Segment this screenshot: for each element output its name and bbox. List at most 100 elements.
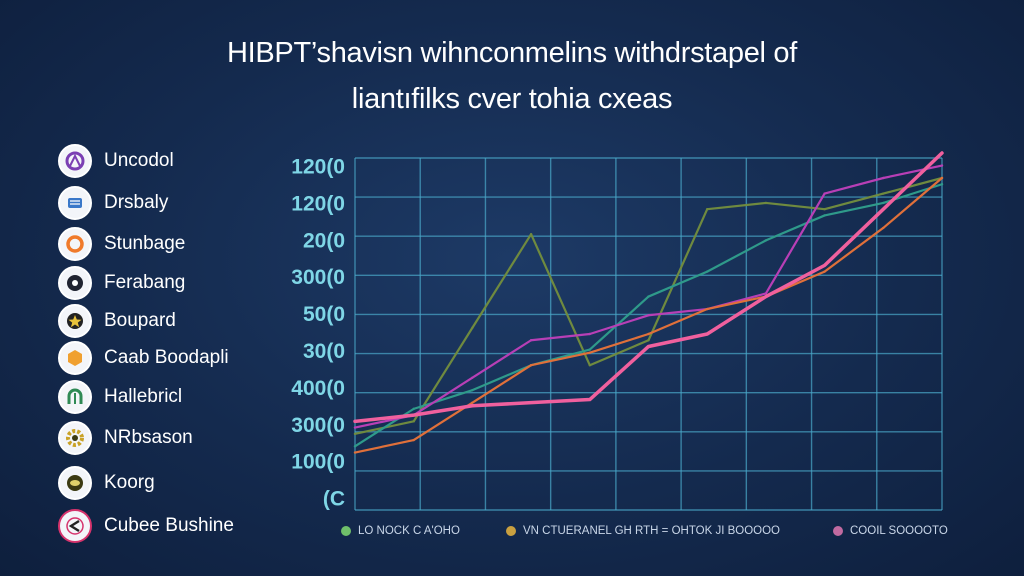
sidebar-legend-label: Cubee Bushine: [104, 515, 234, 536]
sidebar-legend-item: Drsbaly: [58, 185, 168, 221]
sidebar-legend-label: Hallebricl: [104, 386, 183, 407]
gold-gear-icon: [58, 421, 92, 455]
y-tick-label: 400(0: [291, 377, 345, 400]
y-tick-label: 120(0: [291, 156, 345, 179]
y-tick-label: 120(0: [291, 192, 345, 215]
data-point: [353, 432, 357, 436]
sidebar-legend-label: Ferabang: [104, 272, 186, 293]
data-point: [882, 208, 885, 211]
y-tick-label: 20(0: [303, 229, 345, 252]
data-point: [529, 364, 533, 367]
data-point: [353, 445, 357, 448]
sidebar-legend-item: Uncodol: [58, 143, 174, 179]
dark-badge-icon: [58, 266, 92, 300]
data-point: [647, 295, 650, 298]
data-point: [823, 270, 826, 273]
orange-hex-icon: [58, 341, 92, 375]
data-point: [882, 176, 885, 180]
legend-marker: [341, 526, 351, 536]
data-point: [647, 332, 650, 336]
data-point: [940, 183, 944, 186]
data-point: [940, 151, 944, 155]
data-point: [706, 270, 709, 273]
sidebar-legend-item: NRbsason: [58, 420, 193, 456]
data-point: [529, 339, 533, 342]
sidebar-legend-label: Uncodol: [104, 150, 174, 171]
data-point: [823, 208, 826, 211]
sidebar-legend-label: Drsbaly: [104, 192, 169, 213]
legend-label: LO NOCK C A'OHO: [358, 525, 460, 537]
y-tick-label: 300(0: [291, 266, 345, 289]
data-point: [471, 376, 474, 379]
olive-disc-icon: [58, 466, 92, 500]
y-tick-label: 300(0: [291, 414, 345, 437]
data-point: [353, 426, 357, 429]
sidebar-legend-item: Stunbage: [58, 226, 185, 262]
green-arch-icon: [58, 380, 92, 414]
sidebar-legend-label: Koorg: [104, 472, 155, 493]
data-point: [764, 201, 768, 205]
data-point: [471, 404, 474, 407]
y-tick-label: (C: [323, 488, 345, 511]
data-point: [412, 413, 415, 417]
sidebar-legend-label: Caab Boodapli: [104, 347, 229, 368]
series-line: [353, 151, 944, 424]
sidebar-legend-item: Koorg: [58, 465, 155, 501]
data-point: [823, 214, 826, 217]
legend-marker: [506, 526, 516, 536]
sidebar-legend-item: Boupard: [58, 303, 176, 339]
chart-title: HIBPT’shavisn wihnconmelins withdrstapel…: [0, 30, 1024, 122]
data-point: [647, 345, 650, 348]
data-point: [412, 407, 415, 411]
data-point: [471, 401, 474, 404]
sidebar-legend-item: Hallebricl: [58, 379, 182, 415]
data-point: [471, 388, 474, 392]
data-point: [529, 232, 533, 236]
data-point: [882, 226, 885, 230]
star-badge-icon: [58, 304, 92, 338]
blue-crest-icon: [58, 186, 92, 220]
data-point: [647, 314, 650, 317]
data-point: [764, 295, 768, 298]
data-point: [940, 164, 944, 167]
sidebar-legend-item: Caab Boodapli: [58, 340, 229, 376]
data-point: [764, 292, 768, 295]
data-point: [529, 401, 533, 404]
sidebar-legend-label: NRbsason: [104, 427, 193, 448]
data-point: [588, 332, 591, 336]
data-point: [706, 307, 709, 311]
data-point: [412, 420, 415, 423]
data-point: [353, 420, 357, 423]
sidebar-legend-item: Ferabang: [58, 265, 185, 301]
data-point: [882, 192, 885, 195]
y-tick-label: 50(0: [303, 303, 345, 326]
data-point: [823, 192, 826, 195]
legend-marker: [833, 526, 843, 536]
data-point: [706, 208, 709, 211]
sidebar-legend-label: Boupard: [104, 310, 176, 331]
y-tick-label: 30(0: [303, 340, 345, 363]
data-point: [412, 438, 415, 442]
data-point: [588, 364, 591, 367]
data-point: [647, 339, 650, 342]
data-point: [471, 326, 474, 329]
orange-ring-icon: [58, 227, 92, 261]
data-point: [823, 264, 826, 267]
data-point: [882, 201, 885, 205]
data-point: [353, 451, 357, 454]
legend-label: VN CTUERANEL GH RTH = OHTOK JI BOOOOO: [523, 525, 780, 537]
legend-label: COOIL SOOOOTO: [850, 525, 948, 537]
purple-emblem-icon: [58, 144, 92, 178]
data-point: [588, 351, 591, 354]
data-point: [940, 176, 944, 180]
data-point: [764, 239, 768, 242]
title-line-1: HIBPT’shavisn wihnconmelins withdrstapel…: [226, 37, 798, 69]
y-tick-label: 100(0: [291, 451, 345, 474]
sidebar-legend-label: Stunbage: [104, 233, 186, 254]
pink-swirl-icon: [58, 509, 92, 543]
sidebar-legend-item: Cubee Bushine: [58, 508, 234, 544]
data-point: [706, 332, 709, 336]
title-line-2: liantıfilks cver tohia cxeas: [351, 83, 673, 115]
data-point: [588, 348, 591, 351]
